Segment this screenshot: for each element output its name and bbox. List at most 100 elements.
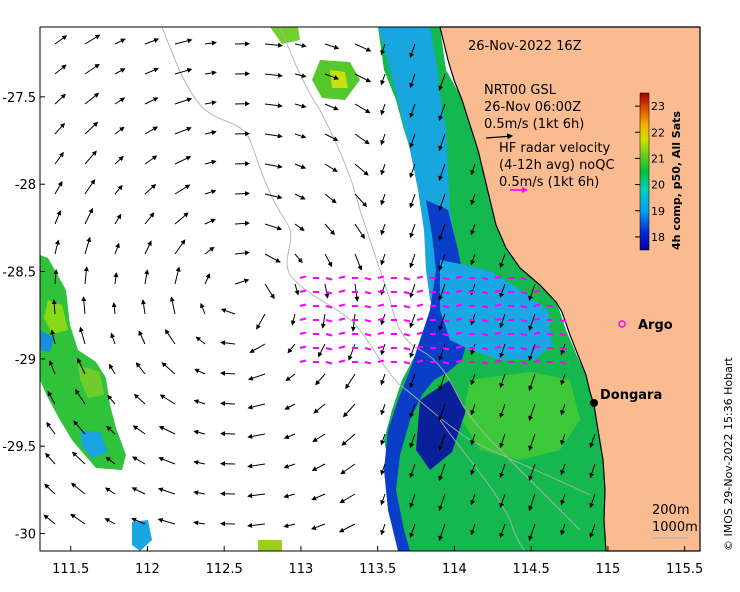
hf-vector bbox=[520, 291, 528, 295]
current-vector bbox=[84, 150, 97, 165]
current-vector bbox=[380, 193, 386, 206]
current-vector bbox=[294, 283, 300, 296]
hf-vector bbox=[364, 319, 372, 323]
hf-vector bbox=[364, 347, 372, 351]
current-vector bbox=[84, 92, 100, 105]
current-vector bbox=[470, 403, 476, 416]
colorbar-gradient bbox=[639, 92, 650, 251]
current-vector bbox=[161, 362, 176, 375]
current-vector bbox=[438, 493, 446, 511]
hf-vector bbox=[403, 305, 411, 309]
current-vector bbox=[247, 373, 266, 381]
current-vector bbox=[380, 283, 386, 296]
current-vector bbox=[348, 343, 356, 361]
current-vector bbox=[44, 483, 56, 495]
current-vector bbox=[294, 163, 307, 169]
hf-vector bbox=[299, 331, 307, 335]
hf-vector bbox=[299, 317, 307, 321]
current-vector bbox=[174, 184, 191, 195]
current-vector bbox=[144, 240, 152, 255]
longitude-axis: 111.5 112 112.5 113 113.5 114 114.5 115 115.5 bbox=[52, 546, 703, 577]
current-vector bbox=[354, 73, 372, 83]
colorbar-title: 4h comp, p50, All Sats bbox=[670, 111, 683, 250]
current-vector bbox=[54, 93, 66, 105]
current-vector bbox=[114, 68, 126, 75]
current-vector bbox=[47, 390, 56, 405]
hf-vector bbox=[494, 345, 502, 349]
current-vector bbox=[438, 103, 446, 121]
current-vector bbox=[312, 433, 326, 443]
colorbar-tick-label: 22 bbox=[651, 126, 665, 139]
current-vector bbox=[285, 373, 296, 382]
current-vector bbox=[380, 133, 386, 146]
hf-vector bbox=[442, 291, 450, 295]
current-vector bbox=[108, 363, 116, 375]
current-vector bbox=[354, 43, 372, 52]
lat-tick-label: -28.5 bbox=[2, 266, 36, 281]
current-vector bbox=[324, 253, 333, 268]
hf-vector bbox=[481, 277, 489, 281]
current-vector bbox=[438, 73, 446, 91]
current-vector bbox=[528, 283, 536, 301]
current-vector bbox=[193, 490, 206, 496]
current-vector bbox=[164, 329, 176, 345]
current-vector bbox=[157, 517, 176, 525]
current-vector bbox=[560, 403, 566, 416]
current-vector bbox=[438, 433, 446, 451]
hf-vector bbox=[299, 289, 307, 293]
hf-vector bbox=[455, 345, 463, 349]
current-vector bbox=[111, 302, 117, 315]
colorbar-tick-label: 20 bbox=[651, 179, 665, 192]
hf-vector bbox=[403, 347, 411, 351]
current-vector bbox=[470, 493, 476, 506]
hf-vector bbox=[520, 333, 528, 337]
hf-vector bbox=[481, 333, 489, 337]
current-vector bbox=[54, 122, 66, 135]
hf-title-label: HF radar velocity bbox=[499, 141, 611, 156]
current-vector bbox=[157, 487, 176, 495]
hf-scale-arrowhead bbox=[522, 187, 528, 193]
current-vector bbox=[114, 242, 120, 255]
current-vector bbox=[470, 463, 476, 476]
current-vector bbox=[310, 523, 326, 530]
current-vector bbox=[193, 429, 206, 435]
current-vector bbox=[113, 272, 119, 285]
model-scale-arrow bbox=[485, 133, 514, 140]
hf-vector bbox=[520, 347, 528, 351]
current-vector bbox=[409, 43, 416, 59]
hf-vector bbox=[377, 331, 385, 335]
hf-vector bbox=[364, 277, 372, 281]
current-vector bbox=[283, 493, 296, 499]
current-vector bbox=[380, 253, 386, 266]
current-vector bbox=[204, 130, 217, 136]
sst-layer bbox=[40, 27, 606, 551]
current-vector bbox=[324, 163, 338, 172]
current-vector bbox=[144, 126, 159, 135]
hf-vector bbox=[481, 305, 489, 309]
current-vector bbox=[345, 373, 356, 390]
current-vector bbox=[133, 393, 146, 405]
current-vector bbox=[234, 220, 250, 226]
model-scale-label: 0.5m/s (1kt 6h) bbox=[484, 117, 584, 132]
current-vector bbox=[528, 373, 536, 391]
hf-vector bbox=[325, 347, 333, 351]
current-vector bbox=[528, 343, 536, 361]
hf-vector bbox=[377, 303, 385, 307]
hf-vector bbox=[338, 275, 346, 279]
current-vector bbox=[194, 368, 206, 375]
current-vector bbox=[409, 223, 416, 239]
current-vector bbox=[560, 493, 566, 506]
hf-vector bbox=[442, 305, 450, 309]
hf-vector bbox=[338, 359, 346, 363]
current-vector bbox=[380, 103, 386, 116]
hf-vector bbox=[559, 361, 567, 365]
hf-vector bbox=[325, 333, 333, 337]
lon-tick-label: 111.5 bbox=[52, 562, 89, 577]
current-vector bbox=[264, 163, 283, 169]
current-vector bbox=[320, 313, 326, 329]
current-vector bbox=[84, 179, 96, 195]
lon-tick-label: 113 bbox=[289, 562, 314, 577]
hf-vector bbox=[455, 303, 463, 307]
hf-vector bbox=[416, 359, 424, 363]
current-vector bbox=[249, 343, 266, 353]
